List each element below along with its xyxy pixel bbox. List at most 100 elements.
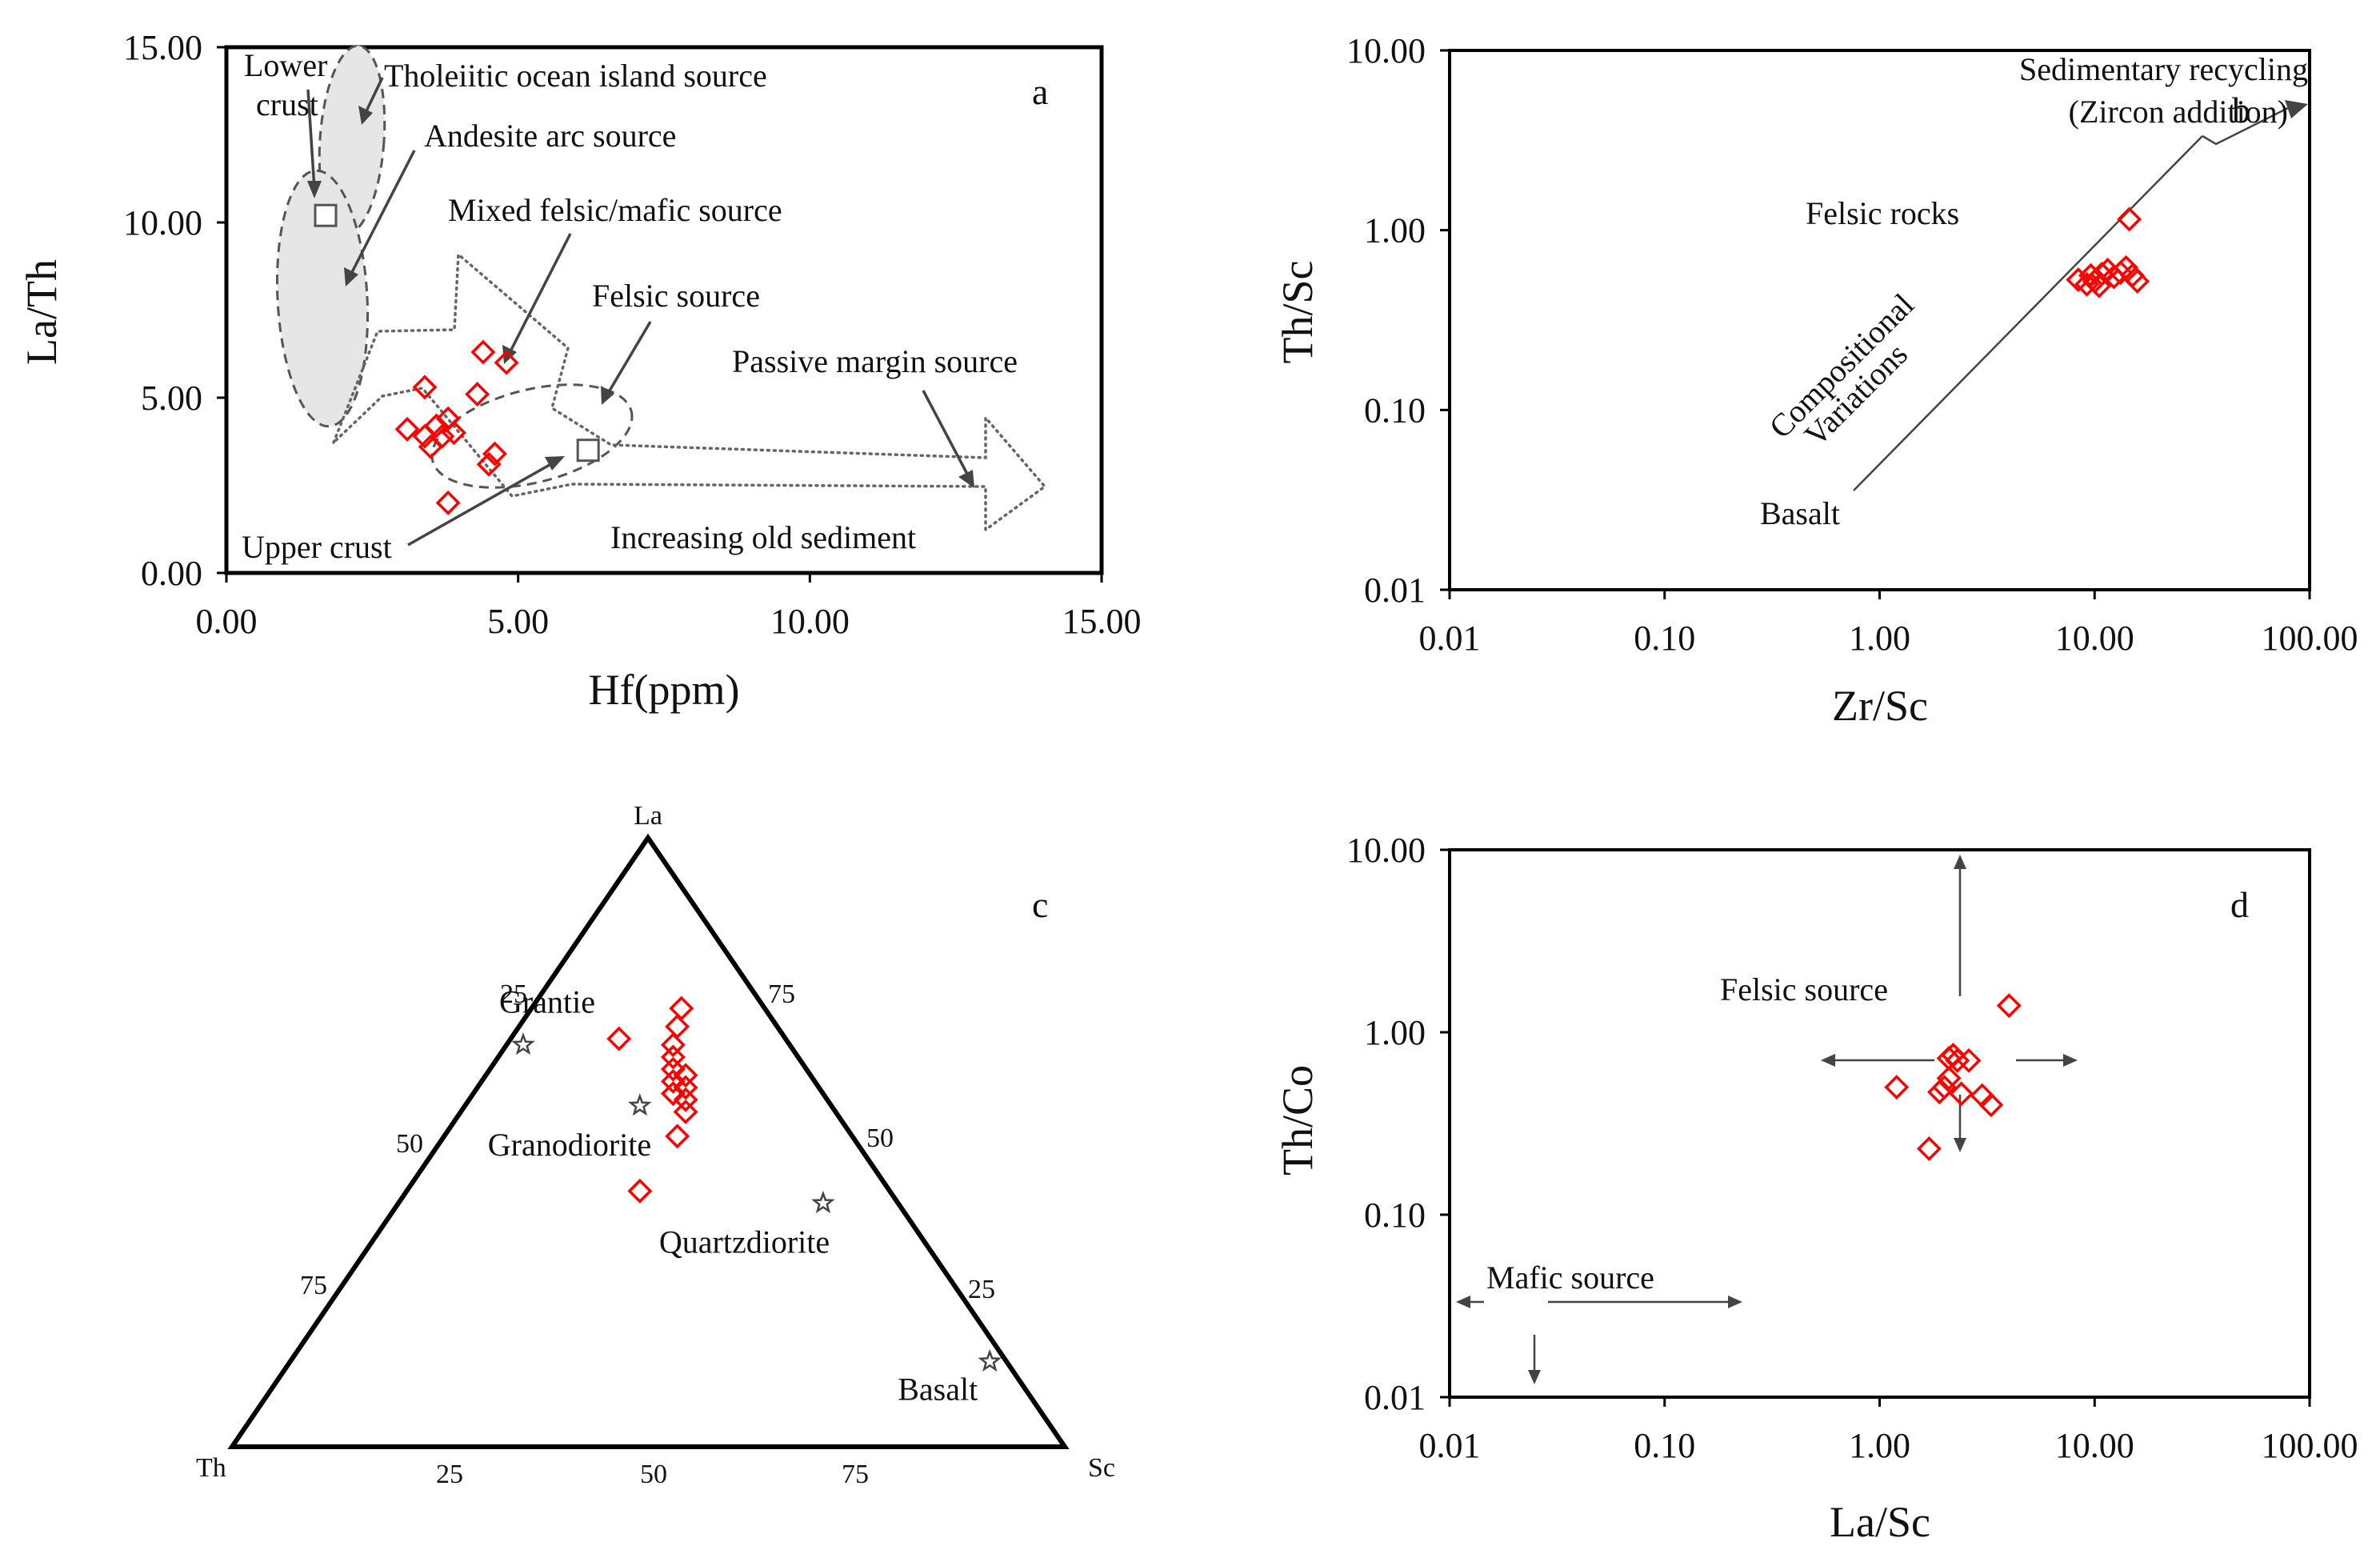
panel-a-points: [394, 339, 519, 515]
data-point: [660, 1032, 686, 1058]
panel-b-points: [2066, 206, 2150, 298]
y-tick-label: 0.01: [1364, 571, 1426, 610]
recycling-trend-line: [2202, 106, 2289, 146]
data-point: [606, 1026, 632, 1051]
data-point: [1926, 1079, 1952, 1105]
label-mafic-source: Mafic source: [1486, 1260, 1654, 1296]
panel-a-ylabel: La/Th: [18, 259, 66, 365]
data-point: [1978, 1092, 2004, 1118]
panel-b-xlabel: Zr/Sc: [1832, 682, 1928, 730]
data-point: [673, 1075, 698, 1100]
pointer-mixed: [507, 233, 572, 355]
reference-square: [576, 439, 600, 463]
data-point: [430, 423, 455, 449]
y-tick-label: 1.00: [1364, 211, 1426, 250]
label-increasing-sediment: Increasing old sediment: [610, 519, 916, 555]
x-tick-label: 0.01: [1419, 619, 1481, 658]
label-tholeiitic: Tholeiitic ocean island source: [384, 58, 767, 94]
data-point: [673, 1099, 698, 1124]
y-tick-label: 15.00: [123, 28, 202, 67]
recycling-arrow-head: [2285, 100, 2308, 118]
x-tick-label: 0.10: [1634, 619, 1695, 658]
panel-d-xlabel: La/Sc: [1830, 1498, 1930, 1546]
data-point: [673, 1087, 698, 1112]
data-point: [1949, 1081, 1974, 1107]
panel-b-tick-labels: 0.01 0.10 1.00 10.00 100.00 0.01 0.10 1.00 10.00: [1346, 31, 2358, 658]
vertex-th: Th: [196, 1453, 226, 1483]
arrow-right-head: [2063, 1054, 2078, 1067]
label-upper-crust: Upper crust: [242, 529, 392, 565]
reference-label: Grantie: [499, 984, 595, 1020]
andesite-arc-field: [275, 169, 370, 428]
label-crust: crust: [256, 86, 318, 122]
data-point: [470, 339, 496, 365]
panel-c-letter: c: [1032, 884, 1048, 925]
bottom-tick-25: 25: [436, 1460, 463, 1489]
reference-star: [627, 1093, 652, 1116]
pointer-andesite: [348, 150, 416, 278]
panel-d-arrows: [1456, 855, 2078, 1384]
panel-a-letter: a: [1032, 71, 1048, 112]
panel-a-tick-labels: 0.00 5.00 10.00 15.00 0.00 5.00 10.00 15.00: [123, 28, 1142, 641]
pointer-upper-crust: [407, 460, 556, 547]
y-tick-label: 5.00: [141, 378, 202, 418]
felsic-field: [430, 383, 634, 489]
x-tick-label: 10.00: [770, 602, 850, 641]
pointer-passive-head: [958, 470, 974, 488]
data-point: [435, 490, 461, 515]
data-point: [412, 374, 438, 400]
panel-d-ylabel: Th/Co: [1274, 1065, 1322, 1176]
x-tick-label: 15.00: [1062, 602, 1142, 641]
x-tick-label: 0.01: [1419, 1426, 1481, 1465]
label-mixed: Mixed felsic/mafic source: [448, 192, 782, 228]
label-felsic-source-d: Felsic source: [1720, 971, 1888, 1007]
panel-a-frame: [224, 45, 1104, 575]
panel-d-letter: d: [2230, 884, 2249, 925]
y-tick-label: 0.10: [1364, 390, 1426, 430]
ternary-triangle: [227, 833, 1070, 1449]
data-point: [627, 1178, 653, 1204]
y-tick-label: 0.01: [1364, 1378, 1426, 1417]
right-tick-25: 25: [968, 1275, 995, 1304]
data-point: [494, 350, 519, 375]
data-point: [1884, 1075, 1910, 1100]
left-tick-50: 50: [396, 1129, 423, 1159]
pointer-tholeiitic: [362, 77, 384, 117]
vertex-la: La: [634, 801, 662, 831]
label-basalt-b: Basalt: [1760, 495, 1840, 531]
label-felsic: Felsic source: [592, 278, 760, 314]
data-point: [1996, 993, 2022, 1019]
panel-c-points: [606, 995, 698, 1204]
data-point: [2117, 206, 2142, 232]
data-point: [1931, 1075, 1957, 1100]
panel-a-xlabel: Hf(ppm): [589, 666, 740, 714]
x-tick-label: 1.00: [1849, 619, 1910, 658]
pointer-felsic-head: [601, 386, 614, 405]
y-tick-label: 1.00: [1364, 1013, 1426, 1052]
data-point: [660, 1056, 686, 1082]
x-tick-label: 10.00: [2055, 619, 2134, 658]
reference-star: [978, 1348, 1002, 1372]
data-point: [394, 416, 420, 442]
reference-label: Quartzdiorite: [659, 1224, 830, 1260]
data-point: [465, 382, 490, 407]
reference-label: Basalt: [898, 1371, 978, 1407]
panel-d-frame: [1448, 848, 2311, 1399]
data-point: [476, 451, 502, 477]
pointer-lower-crust: [306, 89, 316, 190]
pointer-tholeiitic-head: [358, 106, 373, 125]
x-tick-label: 0.10: [1634, 1426, 1695, 1465]
y-tick-label: 0.10: [1364, 1196, 1426, 1235]
y-tick-label: 10.00: [123, 203, 202, 242]
vertex-sc: Sc: [1088, 1453, 1115, 1483]
pointer-upper-crust-head: [545, 456, 565, 471]
data-point: [665, 1014, 690, 1039]
label-felsic-rocks: Felsic rocks: [1806, 195, 1959, 231]
data-point: [441, 420, 466, 446]
data-point: [482, 441, 507, 467]
panel-b-letter: b: [2232, 90, 2250, 130]
data-point: [665, 1123, 690, 1149]
y-tick-label: 10.00: [1346, 831, 1426, 870]
panel-b: Sedimentary recycling (Zircon addition) …: [1274, 31, 2358, 730]
